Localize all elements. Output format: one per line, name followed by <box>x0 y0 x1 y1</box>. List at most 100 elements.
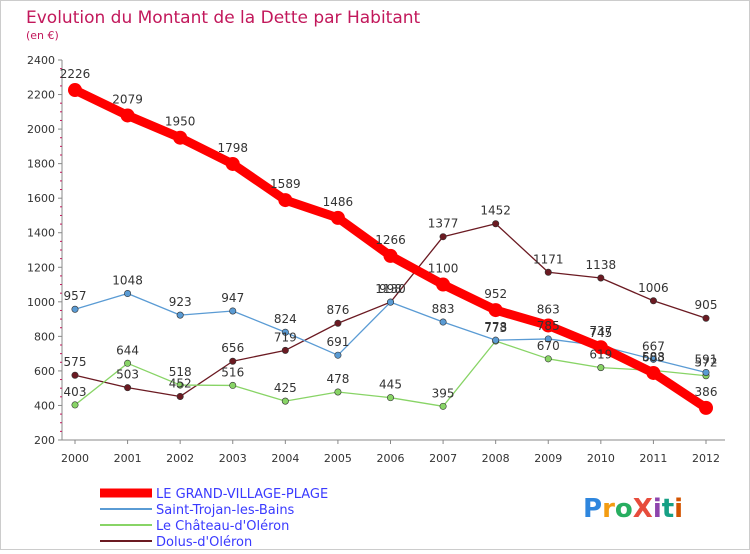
data-point <box>176 392 184 400</box>
data-point <box>229 381 237 389</box>
data-point <box>71 305 79 313</box>
y-tick-label: 2000 <box>27 123 55 136</box>
data-point <box>120 108 135 123</box>
series-lines <box>68 83 713 415</box>
data-point <box>439 233 447 241</box>
axes: 200 400 600 800 1000 1200 1400 1600 1800 2000 2200… <box>27 54 725 465</box>
data-point <box>544 268 552 276</box>
data-point <box>176 311 184 319</box>
x-tick-label: 2003 <box>219 452 247 465</box>
data-point <box>124 290 132 298</box>
y-tick-label: 200 <box>34 434 55 447</box>
data-label: 745 <box>589 326 612 340</box>
data-label: 1138 <box>586 258 617 272</box>
data-point <box>71 371 79 379</box>
data-point <box>386 298 394 306</box>
data-label: 957 <box>64 289 87 303</box>
data-point <box>541 318 556 333</box>
data-point <box>176 381 184 389</box>
data-label: 386 <box>695 385 718 399</box>
x-tick-label: 2011 <box>639 452 667 465</box>
data-point <box>597 364 605 372</box>
logo-letter: t <box>662 494 674 524</box>
data-label: 876 <box>326 303 349 317</box>
data-label: 591 <box>695 352 718 366</box>
data-point <box>278 193 293 208</box>
x-tick-label: 2004 <box>271 452 299 465</box>
data-point <box>492 220 500 228</box>
data-label: 1452 <box>480 204 511 218</box>
data-label: 1266 <box>375 233 406 247</box>
data-label: 719 <box>274 330 297 344</box>
y-tick-label: 2400 <box>27 54 55 67</box>
logo-letter: i <box>653 494 662 524</box>
logo-letter: r <box>602 494 615 524</box>
data-point <box>439 402 447 410</box>
data-point <box>649 355 657 363</box>
data-point <box>281 397 289 405</box>
logo-text: ProXiti <box>583 494 683 524</box>
data-label: 518 <box>169 365 192 379</box>
x-tick-label: 2009 <box>534 452 562 465</box>
data-point <box>702 314 710 322</box>
data-label: 778 <box>484 320 507 334</box>
data-point <box>436 277 451 292</box>
data-point <box>383 248 398 263</box>
data-point <box>488 303 503 318</box>
legend-label: Dolus-d'Oléron <box>156 535 252 550</box>
data-label: 737 <box>589 324 612 338</box>
data-point <box>330 210 345 225</box>
data-label: 478 <box>326 372 349 386</box>
data-label: 1950 <box>165 115 196 129</box>
data-label: 445 <box>379 378 402 392</box>
data-point <box>124 359 132 367</box>
data-label: 1171 <box>533 252 564 266</box>
data-point <box>593 340 608 355</box>
data-point <box>699 400 713 415</box>
logo-letter: i <box>674 494 683 524</box>
data-label: 1006 <box>638 281 669 295</box>
data-point <box>649 297 657 305</box>
data-label: 603 <box>642 350 665 364</box>
data-label: 773 <box>484 321 507 335</box>
data-labels: 575 503 452 656 719 876 1130 1377 1452 1171 1138 10… <box>60 67 718 400</box>
data-label: 1589 <box>270 177 301 191</box>
x-tick-label: 2010 <box>587 452 615 465</box>
x-tick-label: 2007 <box>429 452 457 465</box>
proxiti-logo: ProXiti <box>583 494 683 524</box>
legend: LE GRAND-VILLAGE-PLAGESaint-Trojan-les-B… <box>100 487 328 550</box>
data-label: 619 <box>589 348 612 362</box>
data-point <box>229 357 237 365</box>
x-tick-label: 2002 <box>166 452 194 465</box>
data-label: 575 <box>64 355 87 369</box>
chart-subtitle: (en €) <box>26 29 59 42</box>
x-tick-label: 2005 <box>324 452 352 465</box>
data-point <box>173 130 188 145</box>
data-label: 1798 <box>217 141 248 155</box>
y-tick-label: 400 <box>34 399 55 412</box>
data-label: 947 <box>221 291 244 305</box>
data-label: 1048 <box>112 274 143 288</box>
data-point <box>439 318 447 326</box>
y-tick-label: 600 <box>34 365 55 378</box>
data-point <box>702 368 710 376</box>
data-point <box>646 365 661 380</box>
data-label: 905 <box>695 298 718 312</box>
data-point <box>597 274 605 282</box>
x-tick-label: 2008 <box>482 452 510 465</box>
y-tick-label: 800 <box>34 330 55 343</box>
y-tick-label: 1400 <box>27 227 55 240</box>
data-label: 998 <box>379 282 402 296</box>
data-point <box>544 355 552 363</box>
data-point <box>225 156 240 171</box>
data-label: 952 <box>484 287 507 301</box>
y-tick-label: 1800 <box>27 158 55 171</box>
x-tick-label: 2000 <box>61 452 89 465</box>
data-label: 923 <box>169 295 192 309</box>
data-label: 588 <box>642 350 665 364</box>
data-point <box>71 401 79 409</box>
data-label: 516 <box>221 365 244 379</box>
